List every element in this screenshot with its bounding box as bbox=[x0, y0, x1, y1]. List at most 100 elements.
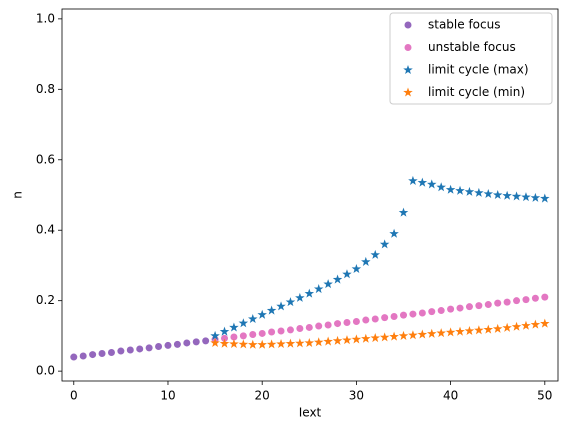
star-marker bbox=[455, 185, 465, 195]
circle-marker bbox=[418, 309, 426, 317]
circle-marker bbox=[277, 327, 285, 335]
star-marker bbox=[295, 338, 305, 348]
circle-marker bbox=[305, 323, 313, 331]
circle-marker bbox=[362, 316, 370, 324]
circle-marker bbox=[494, 299, 502, 307]
circle-marker bbox=[315, 322, 323, 330]
star-marker bbox=[257, 339, 267, 349]
star-marker bbox=[521, 320, 531, 330]
circle-marker bbox=[221, 334, 229, 342]
star-marker bbox=[398, 207, 409, 217]
star-marker bbox=[511, 321, 522, 331]
circle-marker bbox=[202, 337, 210, 345]
star-marker bbox=[257, 309, 267, 319]
star-marker bbox=[323, 279, 333, 289]
star-marker bbox=[285, 297, 296, 307]
axes-frame bbox=[61, 8, 559, 382]
y-tick-label: 0.6 bbox=[36, 152, 55, 166]
star-marker bbox=[389, 228, 399, 238]
circle-marker bbox=[324, 321, 332, 329]
star-marker bbox=[351, 334, 362, 344]
legend-box bbox=[389, 12, 553, 105]
star-marker bbox=[313, 337, 324, 347]
star-marker bbox=[229, 322, 239, 332]
star-marker bbox=[427, 328, 437, 338]
star-marker bbox=[483, 188, 494, 198]
circle-marker bbox=[447, 305, 455, 313]
star-marker bbox=[361, 333, 371, 343]
legend-marker bbox=[403, 87, 413, 97]
circle-marker bbox=[513, 297, 521, 305]
circle-marker bbox=[400, 311, 408, 319]
star-marker bbox=[540, 193, 550, 203]
x-tick-label: 10 bbox=[160, 389, 175, 403]
circle-marker bbox=[230, 333, 238, 341]
star-marker bbox=[398, 330, 409, 340]
circle-marker bbox=[286, 326, 294, 334]
star-marker bbox=[370, 333, 380, 343]
circle-marker bbox=[268, 328, 276, 336]
star-marker bbox=[389, 331, 399, 341]
circle-marker bbox=[296, 325, 304, 333]
star-marker bbox=[332, 274, 343, 284]
circle-marker bbox=[117, 347, 125, 355]
circle-marker bbox=[428, 308, 436, 316]
star-marker bbox=[285, 338, 296, 348]
legend-label: unstable focus bbox=[428, 40, 516, 54]
circle-marker bbox=[381, 314, 389, 322]
circle-marker bbox=[503, 298, 511, 306]
star-marker bbox=[502, 190, 512, 200]
circle-marker bbox=[334, 320, 342, 328]
circle-marker bbox=[239, 332, 247, 340]
star-marker bbox=[464, 325, 475, 336]
y-tick-label: 1.0 bbox=[36, 11, 55, 25]
x-tick-label: 30 bbox=[349, 389, 364, 403]
star-marker bbox=[474, 187, 484, 197]
star-marker bbox=[238, 339, 249, 349]
star-marker bbox=[304, 337, 315, 347]
star-marker bbox=[417, 177, 428, 187]
star-marker bbox=[445, 327, 456, 337]
star-marker bbox=[445, 184, 456, 194]
legend-marker bbox=[404, 44, 412, 51]
legend-marker bbox=[403, 65, 413, 75]
star-marker bbox=[521, 192, 531, 202]
x-tick-label: 50 bbox=[537, 389, 552, 403]
circle-marker bbox=[352, 317, 360, 325]
star-marker bbox=[342, 269, 352, 279]
circle-marker bbox=[409, 310, 417, 318]
circle-marker bbox=[136, 345, 144, 353]
y-tick-label: 0.8 bbox=[36, 82, 55, 96]
x-tick-label: 0 bbox=[70, 389, 78, 403]
star-marker bbox=[238, 318, 249, 328]
star-marker bbox=[304, 288, 315, 298]
circle-marker bbox=[155, 342, 163, 350]
circle-marker bbox=[343, 319, 351, 327]
star-marker bbox=[474, 325, 484, 335]
circle-marker bbox=[145, 344, 153, 352]
star-marker bbox=[323, 336, 333, 346]
circle-marker bbox=[541, 293, 549, 301]
star-marker bbox=[219, 326, 230, 336]
star-marker bbox=[427, 179, 437, 189]
circle-marker bbox=[456, 304, 464, 312]
star-marker bbox=[540, 318, 550, 328]
star-marker bbox=[276, 339, 286, 349]
circle-marker bbox=[437, 307, 445, 315]
circle-marker bbox=[390, 313, 398, 321]
star-marker bbox=[530, 192, 541, 202]
star-marker bbox=[332, 335, 343, 345]
star-marker bbox=[408, 330, 418, 340]
circle-marker bbox=[371, 315, 379, 323]
circle-marker bbox=[173, 340, 181, 348]
legend-marker bbox=[404, 21, 412, 29]
circle-marker bbox=[531, 294, 539, 302]
star-marker bbox=[313, 284, 324, 294]
circle-marker bbox=[522, 296, 530, 304]
star-marker bbox=[361, 256, 371, 266]
circle-marker bbox=[98, 350, 106, 358]
star-marker bbox=[219, 338, 230, 348]
star-marker bbox=[492, 190, 503, 200]
circle-marker bbox=[484, 301, 492, 309]
